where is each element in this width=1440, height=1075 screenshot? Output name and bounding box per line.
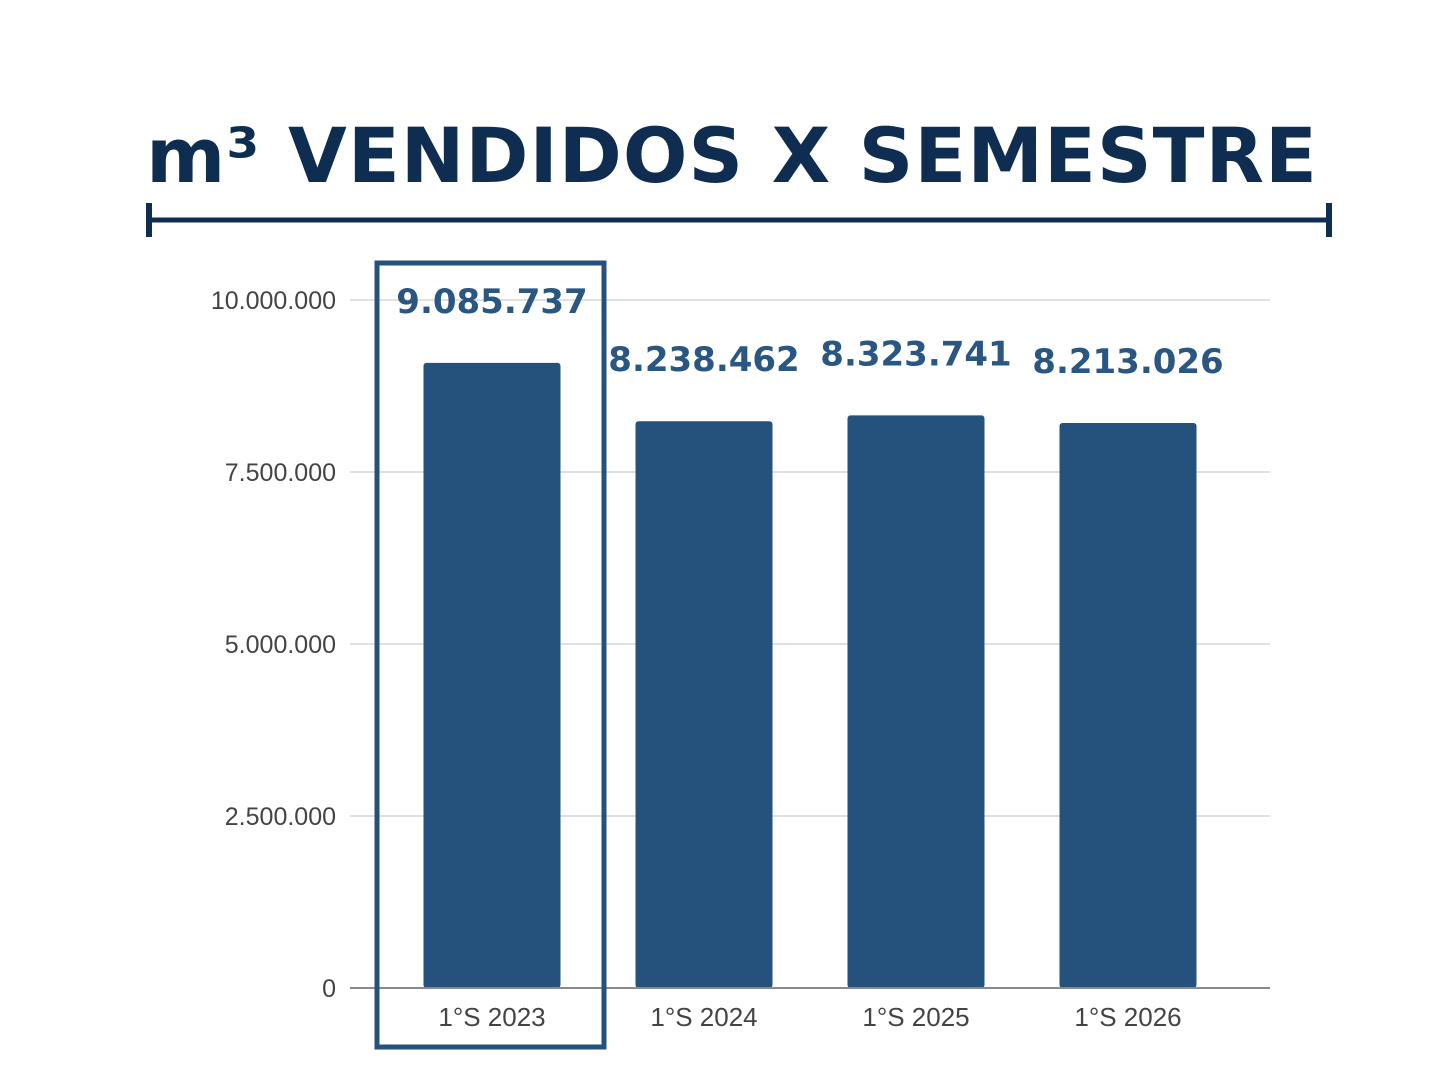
bar: [1059, 422, 1197, 988]
x-tick-label: 1°S 2025: [862, 1002, 969, 1032]
x-axis-tick-labels: 1°S 2023 1°S 2024 1°S 2025 1°S 2026: [438, 1002, 1181, 1032]
bar: [423, 362, 561, 988]
bars: [423, 362, 1197, 988]
highlight-box: [374, 260, 607, 1050]
bar-value-label: 8.213.026: [1032, 342, 1223, 382]
y-tick-label: 2.500.000: [225, 803, 336, 831]
y-tick-label: 0: [322, 975, 336, 1003]
y-tick-label: 10.000.000: [211, 287, 336, 315]
y-axis-tick-labels: 0 2.500.000 5.000.000 7.500.000 10.000.000: [211, 287, 336, 1003]
highlight-rectangle: [374, 260, 607, 1050]
bar-value-labels: 9.085.737 8.238.462 8.323.741 8.213.026: [396, 282, 1223, 382]
bar-value-label: 8.238.462: [608, 340, 799, 380]
x-tick-label: 1°S 2024: [650, 1002, 757, 1032]
title-underline-rule: [146, 203, 1332, 237]
x-tick-label: 1°S 2023: [438, 1002, 545, 1032]
chart-title: m³ VENDIDOS X SEMESTRE: [146, 111, 1318, 200]
x-tick-label: 1°S 2026: [1074, 1002, 1181, 1032]
bar-value-label: 9.085.737: [396, 282, 587, 322]
bar: [635, 421, 773, 988]
y-tick-label: 5.000.000: [225, 631, 336, 659]
bar: [847, 415, 985, 988]
y-tick-label: 7.500.000: [225, 459, 336, 487]
bar-value-label: 8.323.741: [820, 334, 1011, 374]
